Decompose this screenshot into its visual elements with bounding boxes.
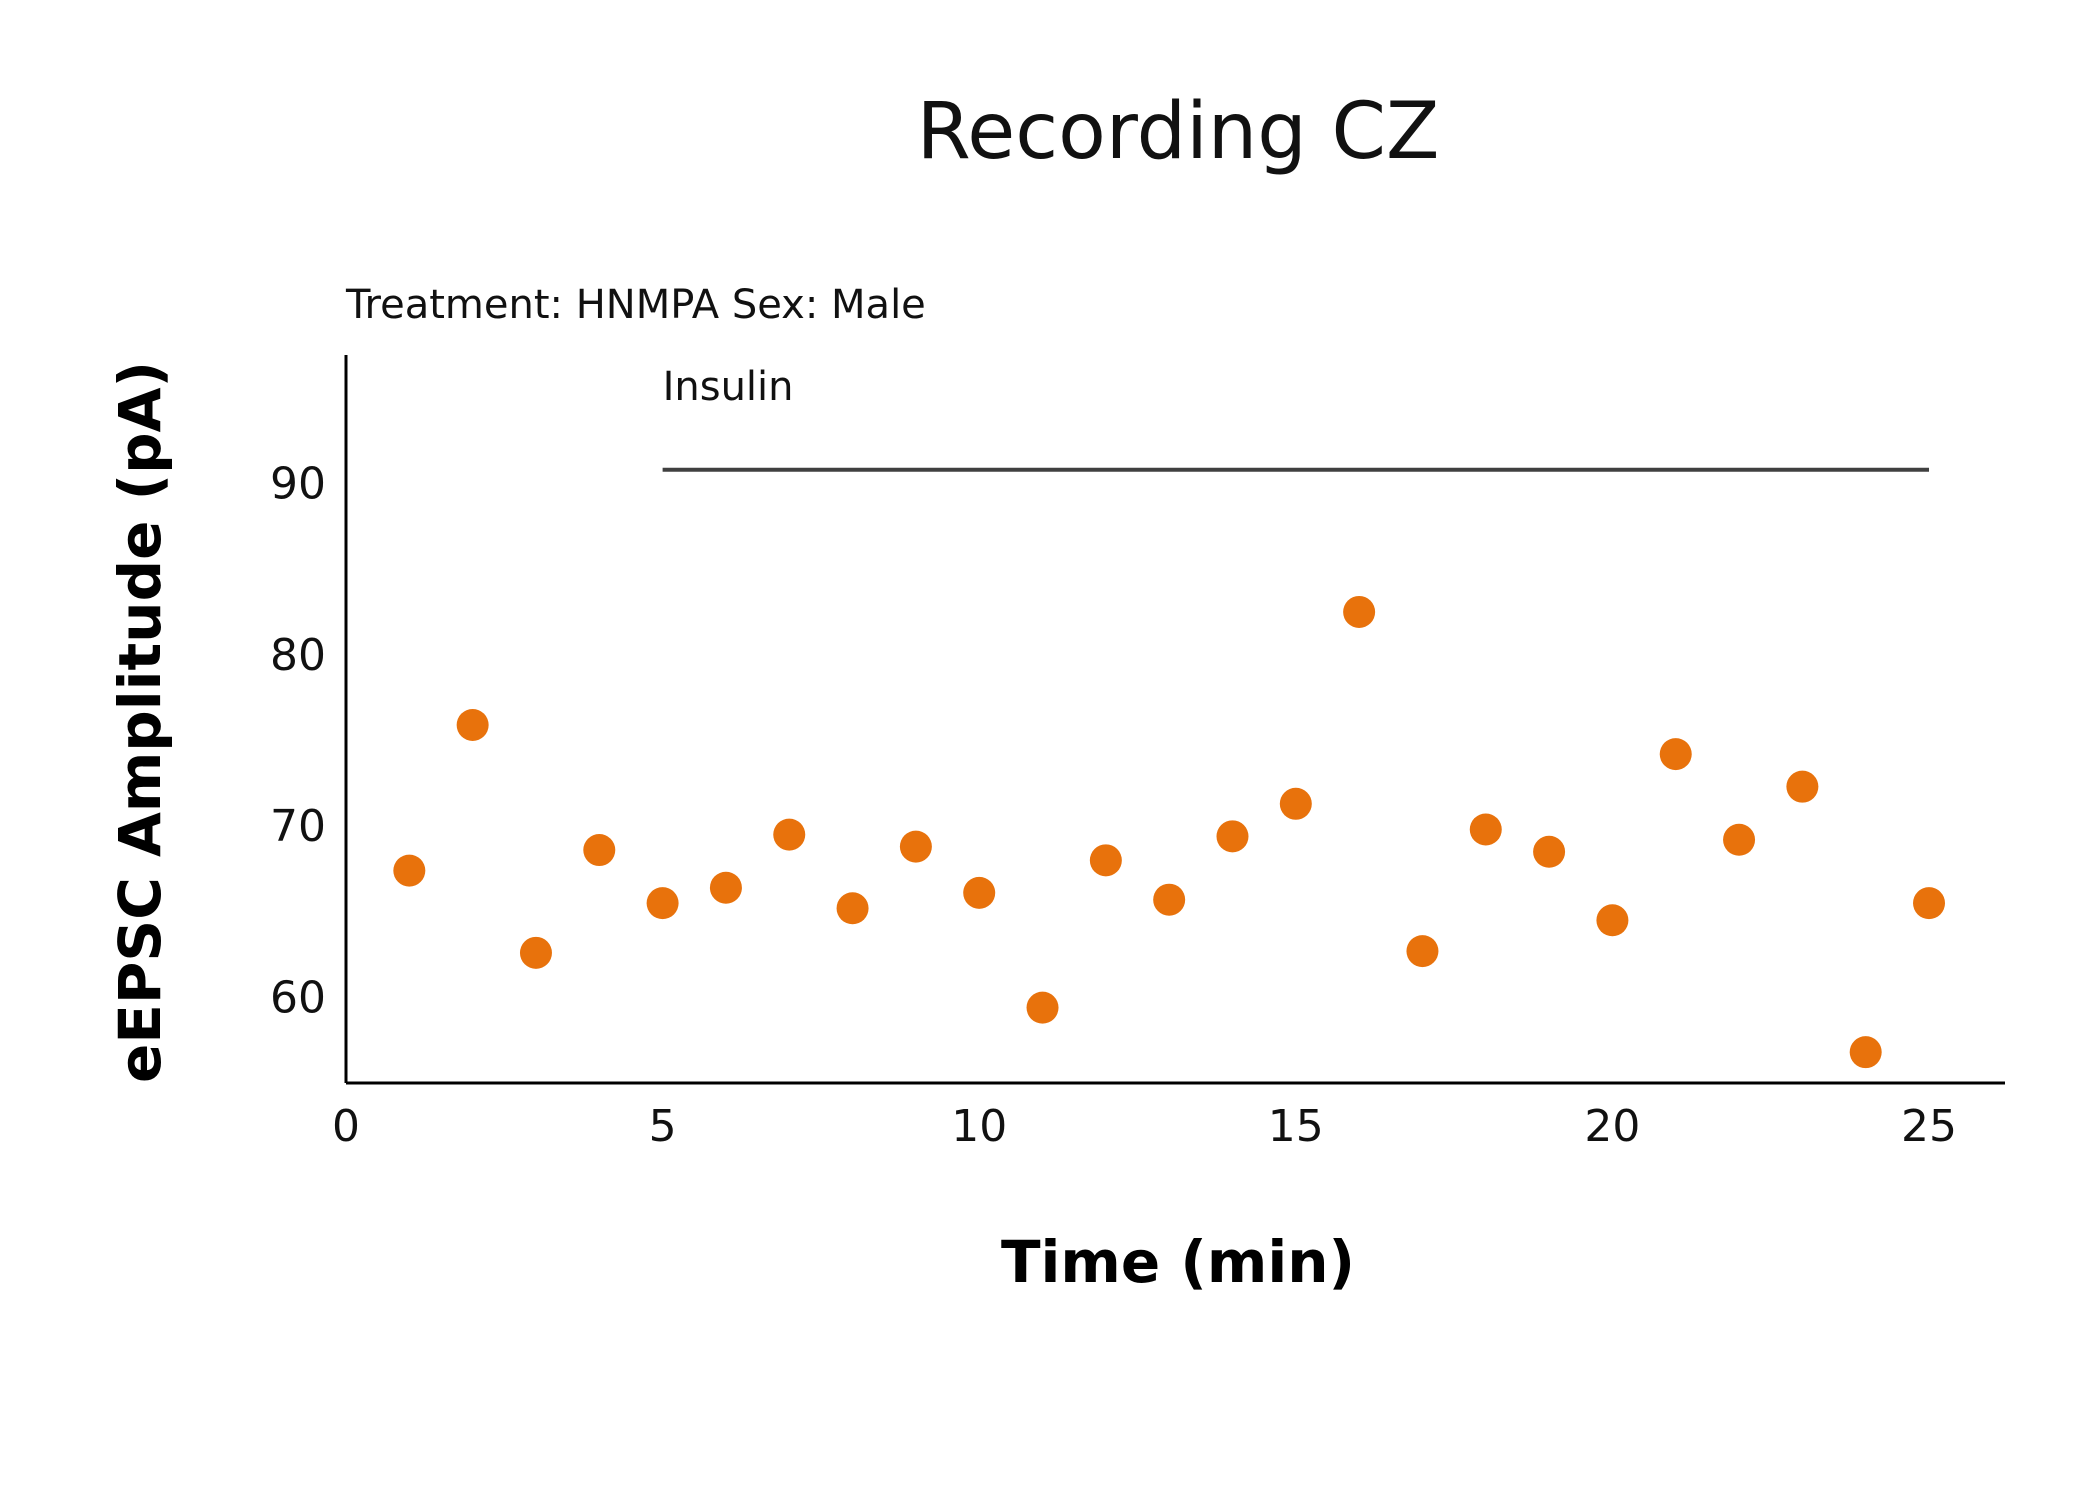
data-point — [1406, 935, 1439, 968]
x-tick-label: 20 — [1584, 1101, 1640, 1152]
data-point — [709, 871, 742, 904]
data-point — [1723, 823, 1756, 856]
data-point — [1216, 820, 1249, 853]
data-point — [1089, 844, 1122, 877]
data-point — [836, 892, 869, 925]
data-point — [1786, 770, 1819, 803]
data-point — [456, 708, 489, 741]
chart-title: Recording CZ — [917, 87, 1440, 177]
data-point — [1596, 904, 1629, 937]
data-point — [899, 830, 932, 863]
data-point — [1659, 738, 1692, 771]
x-tick-label: 15 — [1268, 1101, 1324, 1152]
x-tick-label: 5 — [649, 1101, 677, 1152]
x-tick-label: 10 — [951, 1101, 1007, 1152]
y-axis-label: eEPSC Amplitude (pA) — [106, 361, 174, 1083]
data-point — [1343, 595, 1376, 628]
x-tick-label: 25 — [1901, 1101, 1957, 1152]
y-tick-label: 80 — [270, 630, 326, 681]
x-axis-label: Time (min) — [1001, 1228, 1355, 1296]
data-point — [1469, 813, 1502, 846]
insulin-label: Insulin — [663, 364, 794, 410]
data-point — [583, 834, 616, 867]
data-point — [1849, 1036, 1882, 1069]
data-point — [1026, 991, 1059, 1024]
data-point — [646, 887, 679, 920]
data-point — [963, 876, 996, 909]
data-point — [393, 854, 426, 887]
data-point — [1153, 883, 1186, 916]
annotations: Insulin — [662, 364, 1930, 472]
y-tick-label: 70 — [270, 801, 326, 852]
x-tick-label: 0 — [332, 1101, 360, 1152]
y-tick-label: 60 — [270, 972, 326, 1023]
data-point — [1533, 835, 1566, 868]
x-tick-labels: 0 5 10 15 20 25 — [332, 1101, 1957, 1152]
data-point — [1913, 887, 1946, 920]
data-point — [773, 818, 806, 851]
y-tick-label: 90 — [270, 458, 326, 509]
data-points — [393, 595, 1946, 1069]
plot-area: 0 5 10 15 20 25 60 70 80 90 Insulin — [270, 355, 2005, 1152]
data-point — [519, 936, 552, 969]
data-point — [1279, 787, 1312, 820]
y-tick-labels: 60 70 80 90 — [270, 458, 326, 1023]
chart-subtitle: Treatment: HNMPA Sex: Male — [345, 282, 926, 328]
